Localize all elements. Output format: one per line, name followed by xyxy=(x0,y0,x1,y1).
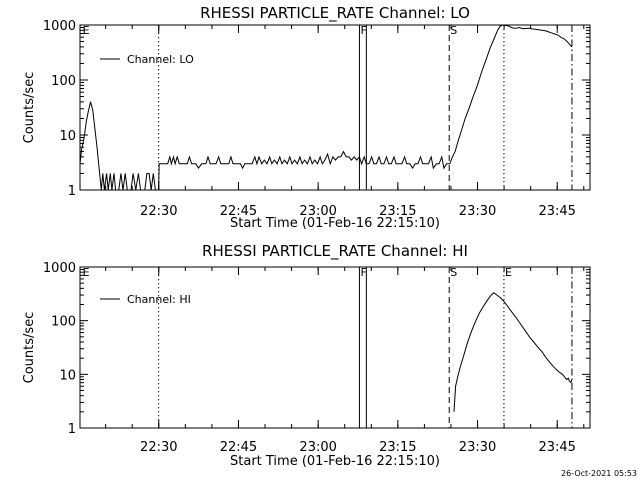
event-marker-label: E xyxy=(83,24,90,37)
x-tick-label: 23:30 xyxy=(459,440,496,455)
y-tick-label: 1 xyxy=(68,422,76,437)
y-axis-label: Counts/sec xyxy=(22,72,37,144)
timestamp: 26-Oct-2021 05:53 xyxy=(561,469,637,478)
y-tick-label: 10 xyxy=(59,129,76,144)
x-tick-label: 22:30 xyxy=(140,204,177,219)
x-tick-label: 23:15 xyxy=(379,440,416,455)
event-marker-label: E xyxy=(83,266,90,279)
series-line xyxy=(453,292,573,412)
y-tick-label: 10 xyxy=(59,368,76,383)
y-tick-label: 100 xyxy=(51,315,76,330)
x-tick-label: 23:45 xyxy=(538,440,575,455)
chart-title: RHESSI PARTICLE_RATE Channel: LO xyxy=(200,4,470,23)
x-axis-label: Start Time (01-Feb-16 22:15:10) xyxy=(230,216,440,231)
x-tick-label: 22:45 xyxy=(220,440,257,455)
x-tick-label: 23:15 xyxy=(379,204,416,219)
chart-hi: RHESSI PARTICLE_RATE Channel: HI 1 10 100 10… xyxy=(22,242,591,469)
x-tick-label: 23:45 xyxy=(538,204,575,219)
y-tick-label: 100 xyxy=(51,74,76,89)
x-tick-label: 22:30 xyxy=(140,440,177,455)
series-line xyxy=(79,24,573,191)
event-marker-label: E xyxy=(505,266,512,279)
x-tick-label: 23:00 xyxy=(299,440,336,455)
plot-frame xyxy=(79,24,591,191)
event-marker-label: S xyxy=(450,266,457,279)
event-marker-label: S xyxy=(450,24,457,37)
y-tick-label: 1000 xyxy=(43,261,76,276)
y-tick-label: 1000 xyxy=(43,19,76,34)
legend-label: Channel: HI xyxy=(127,293,191,306)
y-axis-label: Counts/sec xyxy=(22,312,37,384)
event-marker-label: F xyxy=(360,266,366,279)
chart-lo: RHESSI PARTICLE_RATE Channel: LO 1 10 100 10… xyxy=(22,4,591,231)
event-marker-label: F xyxy=(360,24,366,37)
x-tick-label: 23:00 xyxy=(299,204,336,219)
x-tick-label: 22:45 xyxy=(220,204,257,219)
legend-label: Channel: LO xyxy=(127,53,194,66)
chart-title: RHESSI PARTICLE_RATE Channel: HI xyxy=(202,242,468,261)
x-axis-label: Start Time (01-Feb-16 22:15:10) xyxy=(230,454,440,469)
plot-frame xyxy=(79,266,591,429)
x-tick-label: 23:30 xyxy=(459,204,496,219)
y-tick-label: 1 xyxy=(68,184,76,199)
